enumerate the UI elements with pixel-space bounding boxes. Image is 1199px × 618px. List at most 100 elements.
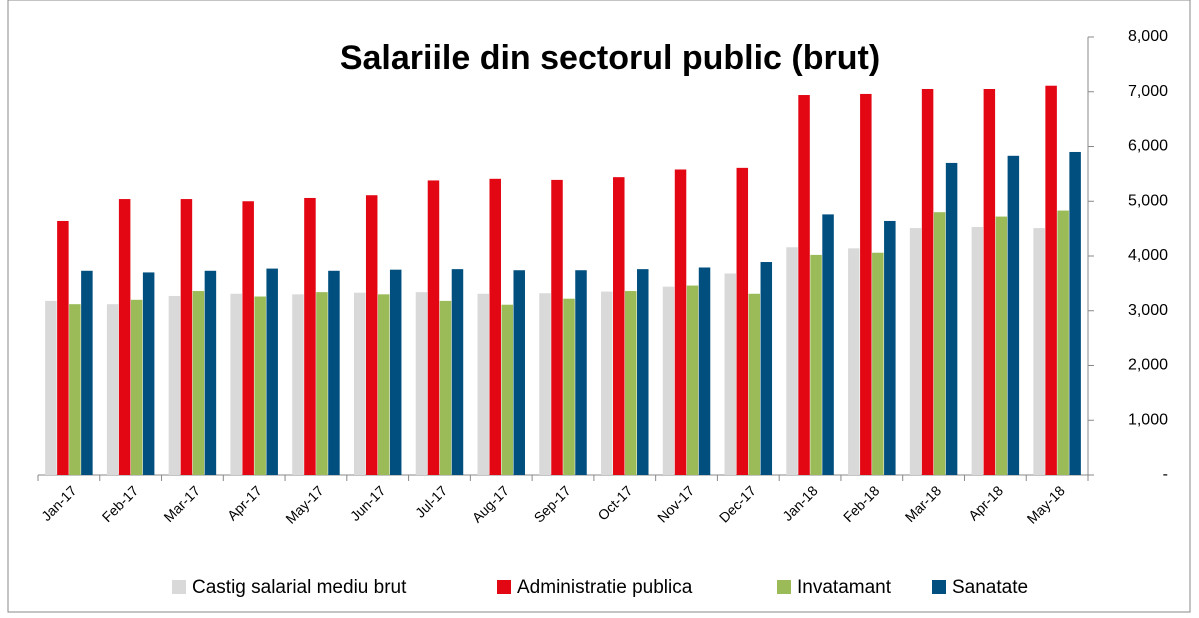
bar — [760, 262, 773, 475]
bar — [180, 199, 193, 475]
bar — [513, 270, 525, 475]
bar — [439, 300, 452, 475]
bar — [848, 248, 860, 475]
y-tick-label: 3,000 — [1128, 302, 1168, 319]
x-tick-label: Apr-17 — [224, 482, 265, 523]
bar — [575, 270, 587, 475]
bar — [724, 273, 737, 475]
x-tick-label: Sep-17 — [530, 482, 573, 525]
bar — [266, 268, 278, 475]
bar — [1057, 210, 1069, 475]
bar — [57, 220, 69, 475]
bar — [810, 254, 822, 475]
bar — [69, 304, 81, 475]
legend-swatch — [932, 580, 946, 594]
bar — [971, 226, 984, 475]
x-tick-label: May-17 — [282, 482, 326, 526]
x-tick-label: Dec-17 — [716, 482, 759, 525]
legend-label: Invatamant — [797, 577, 892, 598]
bar — [872, 252, 884, 475]
bar — [798, 95, 810, 475]
bar — [662, 286, 675, 475]
bar — [686, 285, 699, 475]
bar — [748, 293, 761, 475]
bar — [674, 169, 687, 475]
y-tick-label: 4,000 — [1128, 247, 1168, 264]
x-tick-label: Jan-18 — [779, 482, 821, 524]
bar — [130, 299, 143, 475]
bar — [45, 300, 57, 475]
x-tick-label: Jul-17 — [412, 482, 450, 520]
bar — [451, 269, 464, 475]
legend-swatch — [777, 580, 791, 594]
bar — [142, 272, 155, 475]
bar — [365, 195, 378, 476]
y-tick-label: 1,000 — [1128, 411, 1168, 428]
bar — [489, 178, 501, 476]
legend-swatch — [497, 580, 511, 594]
bar — [501, 304, 513, 475]
x-tick-label: Aug-17 — [469, 482, 512, 525]
bar — [415, 292, 428, 475]
bar — [427, 180, 440, 475]
bar — [168, 295, 181, 475]
bar — [551, 179, 563, 475]
bar — [1007, 155, 1020, 475]
x-tick-label: Jan-17 — [38, 482, 80, 524]
bar — [353, 292, 366, 475]
bar — [477, 293, 489, 475]
bar — [601, 291, 613, 475]
bar — [736, 167, 749, 476]
x-tick-label: Nov-17 — [654, 482, 697, 525]
bar — [909, 228, 922, 475]
bar — [377, 294, 390, 475]
bar — [945, 162, 958, 476]
x-tick-label: Feb-17 — [99, 482, 142, 525]
bar — [254, 296, 266, 475]
bar — [304, 197, 316, 475]
x-tick-label: Jun-17 — [347, 482, 389, 524]
y-tick-label: 5,000 — [1128, 192, 1168, 209]
bar — [242, 201, 254, 475]
bar — [316, 292, 328, 475]
bar — [563, 298, 575, 475]
x-tick-label: Mar-17 — [160, 482, 203, 525]
bar — [1033, 228, 1045, 475]
legend-label: Castig salarial mediu brut — [192, 577, 407, 598]
bar — [328, 270, 340, 475]
bar — [292, 294, 304, 475]
x-tick-label: Oct-17 — [594, 482, 635, 523]
legend-swatch — [172, 580, 186, 594]
y-tick-label: 2,000 — [1128, 357, 1168, 374]
chart-border — [7, 0, 1191, 613]
bar — [921, 89, 934, 475]
bar — [118, 199, 131, 475]
bar — [995, 216, 1008, 475]
bar — [933, 212, 946, 475]
bar — [884, 220, 896, 475]
x-tick-label: Apr-18 — [965, 482, 1006, 523]
bar — [230, 293, 242, 475]
bar — [539, 293, 551, 475]
bar — [192, 291, 205, 475]
y-tick-label: 7,000 — [1128, 83, 1168, 100]
y-tick-label: 6,000 — [1128, 138, 1168, 155]
bar — [613, 177, 625, 475]
bar — [81, 270, 93, 475]
y-tick-label: - — [1163, 466, 1168, 483]
legend-label: Administratie publica — [517, 577, 693, 598]
bar — [1045, 85, 1057, 475]
bar — [786, 247, 798, 475]
bar — [822, 214, 834, 475]
x-tick-label: Mar-18 — [902, 482, 945, 525]
bar — [637, 269, 649, 475]
bar — [1069, 151, 1081, 475]
x-tick-label: May-18 — [1024, 482, 1068, 526]
x-tick-label: Feb-18 — [840, 482, 883, 525]
bar — [625, 291, 637, 475]
bar — [983, 89, 996, 475]
bar — [204, 270, 217, 475]
bar — [106, 304, 119, 475]
bar — [860, 93, 872, 475]
